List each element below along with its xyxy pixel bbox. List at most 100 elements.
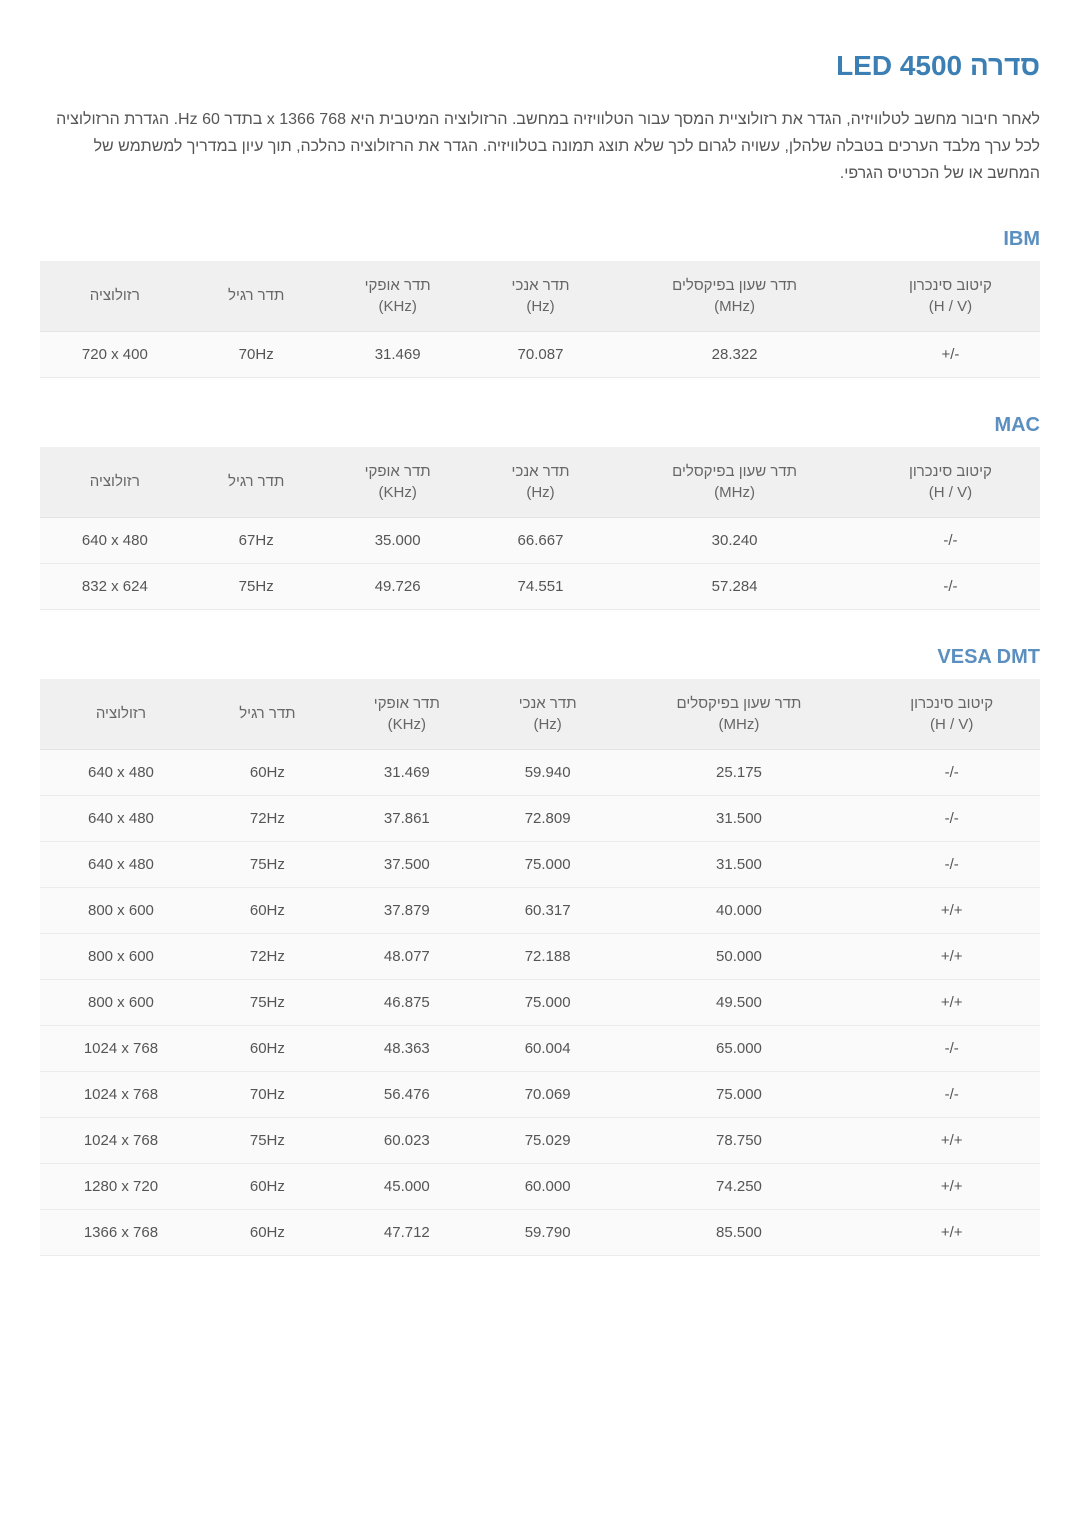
table-cell: 75Hz bbox=[190, 563, 323, 609]
intro-paragraph: לאחר חיבור מחשב לטלוויזיה, הגדר את רזולו… bbox=[40, 106, 1040, 188]
table-cell: 75.000 bbox=[615, 1071, 864, 1117]
table-cell: 72.188 bbox=[481, 933, 615, 979]
table-cell: 75.029 bbox=[481, 1117, 615, 1163]
table-row: +/+78.75075.02960.02375Hz1024 x 768 bbox=[40, 1117, 1040, 1163]
table-cell: 70.087 bbox=[473, 331, 609, 377]
table-cell: -/- bbox=[863, 749, 1040, 795]
table-cell: 49.500 bbox=[615, 979, 864, 1025]
table-row: -/-31.50075.00037.50075Hz640 x 480 bbox=[40, 841, 1040, 887]
table-header-cell: תדר שעון בפיקסלים (MHz) bbox=[608, 261, 861, 332]
header-text: תדר שעון בפיקסלים bbox=[672, 277, 797, 294]
header-text: קיטוב סינכרון bbox=[910, 695, 993, 712]
table-cell: 75.000 bbox=[481, 979, 615, 1025]
resolution-table: קיטוב סינכרון (H / V) תדר שעון בפיקסלים (MH… bbox=[40, 261, 1040, 378]
table-cell: 72Hz bbox=[202, 933, 333, 979]
header-text: (MHz) bbox=[714, 484, 755, 501]
header-text: (KHz) bbox=[378, 484, 416, 501]
table-header-cell: רזולוציה bbox=[40, 261, 190, 332]
table-cell: 49.726 bbox=[323, 563, 473, 609]
table-header-cell: תדר אנכי(Hz) bbox=[473, 447, 609, 518]
table-header-cell: קיטוב סינכרון(H / V) bbox=[861, 447, 1040, 518]
table-cell: 31.469 bbox=[323, 331, 473, 377]
header-text: (Hz) bbox=[526, 298, 554, 315]
table-cell: -/- bbox=[863, 1071, 1040, 1117]
table-cell: 72Hz bbox=[202, 795, 333, 841]
table-row: +/+49.50075.00046.87575Hz800 x 600 bbox=[40, 979, 1040, 1025]
table-cell: 720 x 400 bbox=[40, 331, 190, 377]
table-cell: 70Hz bbox=[190, 331, 323, 377]
table-cell: 37.879 bbox=[333, 887, 481, 933]
table-cell: 1280 x 720 bbox=[40, 1163, 202, 1209]
table-cell: -/- bbox=[863, 841, 1040, 887]
table-header-cell: רזולוציה bbox=[40, 447, 190, 518]
table-cell: 75Hz bbox=[202, 979, 333, 1025]
table-header-cell: תדר אנכי(Hz) bbox=[481, 679, 615, 750]
table-header-cell: קיטוב סינכרון (H / V) bbox=[861, 261, 1040, 332]
table-cell: +/+ bbox=[863, 933, 1040, 979]
table-cell: 37.861 bbox=[333, 795, 481, 841]
table-cell: -/- bbox=[861, 563, 1040, 609]
table-header-row: קיטוב סינכרון (H / V) תדר שעון בפיקסלים (MH… bbox=[40, 261, 1040, 332]
table-row: -/-65.00060.00448.36360Hz1024 x 768 bbox=[40, 1025, 1040, 1071]
table-row: -/-31.50072.80937.86172Hz640 x 480 bbox=[40, 795, 1040, 841]
table-cell: 1024 x 768 bbox=[40, 1025, 202, 1071]
table-cell: 59.790 bbox=[481, 1209, 615, 1255]
table-cell: 60Hz bbox=[202, 1025, 333, 1071]
header-text: קיטוב סינכרון bbox=[909, 277, 992, 294]
table-header-cell: תדר שעון בפיקסלים (MHz) bbox=[608, 447, 861, 518]
table-header-cell: רזולוציה bbox=[40, 679, 202, 750]
table-cell: 67Hz bbox=[190, 517, 323, 563]
table-cell: -/- bbox=[861, 517, 1040, 563]
table-header-row: קיטוב סינכרון(H / V)תדר שעון בפיקסלים(MH… bbox=[40, 679, 1040, 750]
table-cell: 74.250 bbox=[615, 1163, 864, 1209]
header-text: (MHz) bbox=[714, 298, 755, 315]
table-cell: 1366 x 768 bbox=[40, 1209, 202, 1255]
table-cell: 70.069 bbox=[481, 1071, 615, 1117]
table-header-cell: תדר אופקי(KHz) bbox=[323, 447, 473, 518]
table-cell: 640 x 480 bbox=[40, 841, 202, 887]
table-cell: 800 x 600 bbox=[40, 979, 202, 1025]
table-cell: 60.023 bbox=[333, 1117, 481, 1163]
table-cell: 60.317 bbox=[481, 887, 615, 933]
table-row: -/-57.28474.55149.72675Hz832 x 624 bbox=[40, 563, 1040, 609]
table-cell: 56.476 bbox=[333, 1071, 481, 1117]
resolution-table: קיטוב סינכרון(H / V) תדר שעון בפיקסלים (MH… bbox=[40, 447, 1040, 610]
header-text: רזולוציה bbox=[96, 705, 146, 722]
table-cell: 48.077 bbox=[333, 933, 481, 979]
table-header-cell: קיטוב סינכרון(H / V) bbox=[863, 679, 1040, 750]
header-text: תדר אופקי bbox=[374, 695, 440, 712]
header-text: (KHz) bbox=[388, 716, 426, 733]
table-cell: 31.500 bbox=[615, 795, 864, 841]
section-title: IBM bbox=[40, 228, 1040, 251]
table-row: +/+40.00060.31737.87960Hz800 x 600 bbox=[40, 887, 1040, 933]
header-text: (Hz) bbox=[526, 484, 554, 501]
table-cell: -/- bbox=[863, 1025, 1040, 1071]
header-text: תדר רגיל bbox=[239, 705, 295, 722]
table-cell: 85.500 bbox=[615, 1209, 864, 1255]
table-header-cell: תדר רגיל bbox=[190, 261, 323, 332]
table-header-cell: תדר שעון בפיקסלים(MHz) bbox=[615, 679, 864, 750]
header-text: (H / V) bbox=[929, 298, 972, 315]
table-header-cell: תדר רגיל bbox=[190, 447, 323, 518]
table-cell: 70Hz bbox=[202, 1071, 333, 1117]
table-cell: 60Hz bbox=[202, 1209, 333, 1255]
section-title: VESA DMT bbox=[40, 646, 1040, 669]
table-cell: 832 x 624 bbox=[40, 563, 190, 609]
table-cell: 60.004 bbox=[481, 1025, 615, 1071]
table-cell: 60Hz bbox=[202, 887, 333, 933]
section-title: MAC bbox=[40, 414, 1040, 437]
table-cell: 31.500 bbox=[615, 841, 864, 887]
table-cell: +/+ bbox=[863, 1163, 1040, 1209]
table-header-cell: תדר אנכי(Hz) bbox=[473, 261, 609, 332]
table-cell: 60.000 bbox=[481, 1163, 615, 1209]
table-cell: 72.809 bbox=[481, 795, 615, 841]
header-text: תדר רגיל bbox=[228, 473, 284, 490]
header-text: רזולוציה bbox=[90, 473, 140, 490]
table-header-row: קיטוב סינכרון(H / V) תדר שעון בפיקסלים (MH… bbox=[40, 447, 1040, 518]
table-cell: +/+ bbox=[863, 887, 1040, 933]
table-cell: 40.000 bbox=[615, 887, 864, 933]
table-row: -/-30.24066.66735.00067Hz640 x 480 bbox=[40, 517, 1040, 563]
table-cell: 59.940 bbox=[481, 749, 615, 795]
header-text: תדר שעון בפיקסלים bbox=[672, 463, 797, 480]
table-cell: 74.551 bbox=[473, 563, 609, 609]
